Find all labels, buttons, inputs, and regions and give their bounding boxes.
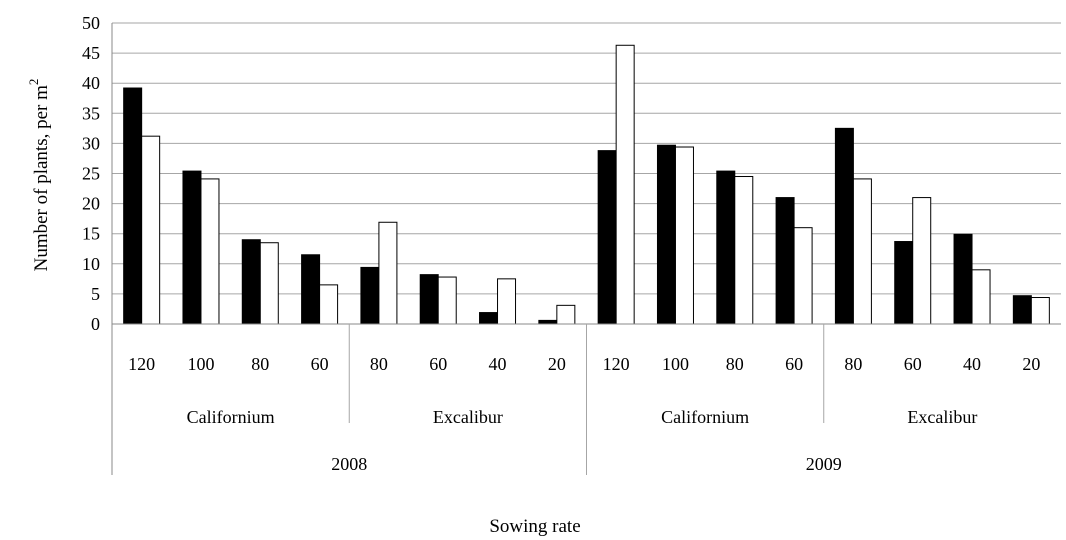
y-tick-label: 5 — [91, 284, 100, 304]
x-tick-label: 20 — [548, 354, 566, 374]
x-tick-label: 80 — [726, 354, 744, 374]
bar-series-2 — [556, 304, 576, 325]
bar-series-2 — [793, 227, 813, 325]
y-axis-title: Number of plants, per m2 — [26, 79, 52, 272]
bar-series-1 — [123, 87, 143, 325]
x-tick-label: 20 — [1022, 354, 1040, 374]
y-tick-label: 0 — [91, 314, 100, 334]
x-tick-label: 60 — [311, 354, 329, 374]
bar-series-2 — [259, 242, 279, 325]
bar-series-1 — [1012, 295, 1032, 325]
y-tick-label: 20 — [82, 194, 100, 214]
bar-series-1 — [538, 319, 558, 325]
bar-series-2 — [852, 178, 872, 325]
x-tick-label: 80 — [844, 354, 862, 374]
x-tick-label: 60 — [785, 354, 803, 374]
bar-series-1 — [775, 197, 795, 325]
axes — [111, 23, 1061, 475]
bar-series-2 — [971, 269, 991, 325]
bar-series-2 — [378, 221, 398, 325]
year-label: 2009 — [806, 454, 842, 474]
bar-series-2 — [437, 276, 457, 325]
bar-series-1 — [953, 233, 973, 325]
bar-series-1 — [360, 266, 380, 325]
group-label: Californium — [661, 407, 749, 427]
y-tick-label: 15 — [82, 224, 100, 244]
x-tick-label: 80 — [370, 354, 388, 374]
y-tick-label: 45 — [82, 43, 100, 63]
bar-series-1 — [241, 239, 261, 325]
x-tick-label: 120 — [603, 354, 630, 374]
x-tick-label: 100 — [187, 354, 214, 374]
bar-series-2 — [1030, 297, 1050, 325]
x-tick-label: 120 — [128, 354, 155, 374]
bar-series-1 — [894, 241, 914, 325]
year-label: 2008 — [331, 454, 367, 474]
y-tick-label: 40 — [82, 73, 100, 93]
group-label: Excalibur — [907, 407, 977, 427]
group-label: Californium — [187, 407, 275, 427]
bar-series-2 — [674, 146, 694, 325]
bar-series-2 — [497, 278, 517, 325]
bar-series-2 — [141, 135, 161, 325]
labels: 0 5 10 15 20 25 30 35 40 45 50 120 100 80 60 80 60 40 20 12… — [82, 13, 1040, 474]
bar-series-1 — [834, 127, 854, 325]
bar-series-1 — [479, 312, 499, 325]
bar-series-2 — [912, 197, 932, 325]
y-tick-label: 25 — [82, 164, 100, 184]
bar-series-2 — [319, 284, 339, 325]
x-tick-label: 60 — [429, 354, 447, 374]
y-tick-label: 10 — [82, 254, 100, 274]
x-tick-label: 40 — [489, 354, 507, 374]
bar-series-1 — [716, 170, 736, 325]
x-tick-label: 60 — [904, 354, 922, 374]
y-tick-label: 35 — [82, 103, 100, 123]
x-tick-label: 40 — [963, 354, 981, 374]
bar-series-2 — [615, 44, 635, 325]
y-tick-label: 50 — [82, 13, 100, 33]
x-tick-label: 100 — [662, 354, 689, 374]
bar-series-1 — [301, 254, 321, 325]
x-axis-title: Sowing rate — [489, 516, 580, 537]
bar-series-2 — [200, 178, 220, 325]
bars — [123, 44, 1050, 325]
y-tick-label: 30 — [82, 133, 100, 153]
bar-series-1 — [597, 150, 617, 325]
bar-series-1 — [419, 274, 439, 325]
x-tick-label: 80 — [251, 354, 269, 374]
group-label: Excalibur — [433, 407, 503, 427]
bar-series-1 — [656, 144, 676, 325]
bar-series-1 — [182, 170, 202, 325]
bar-series-2 — [734, 176, 754, 325]
